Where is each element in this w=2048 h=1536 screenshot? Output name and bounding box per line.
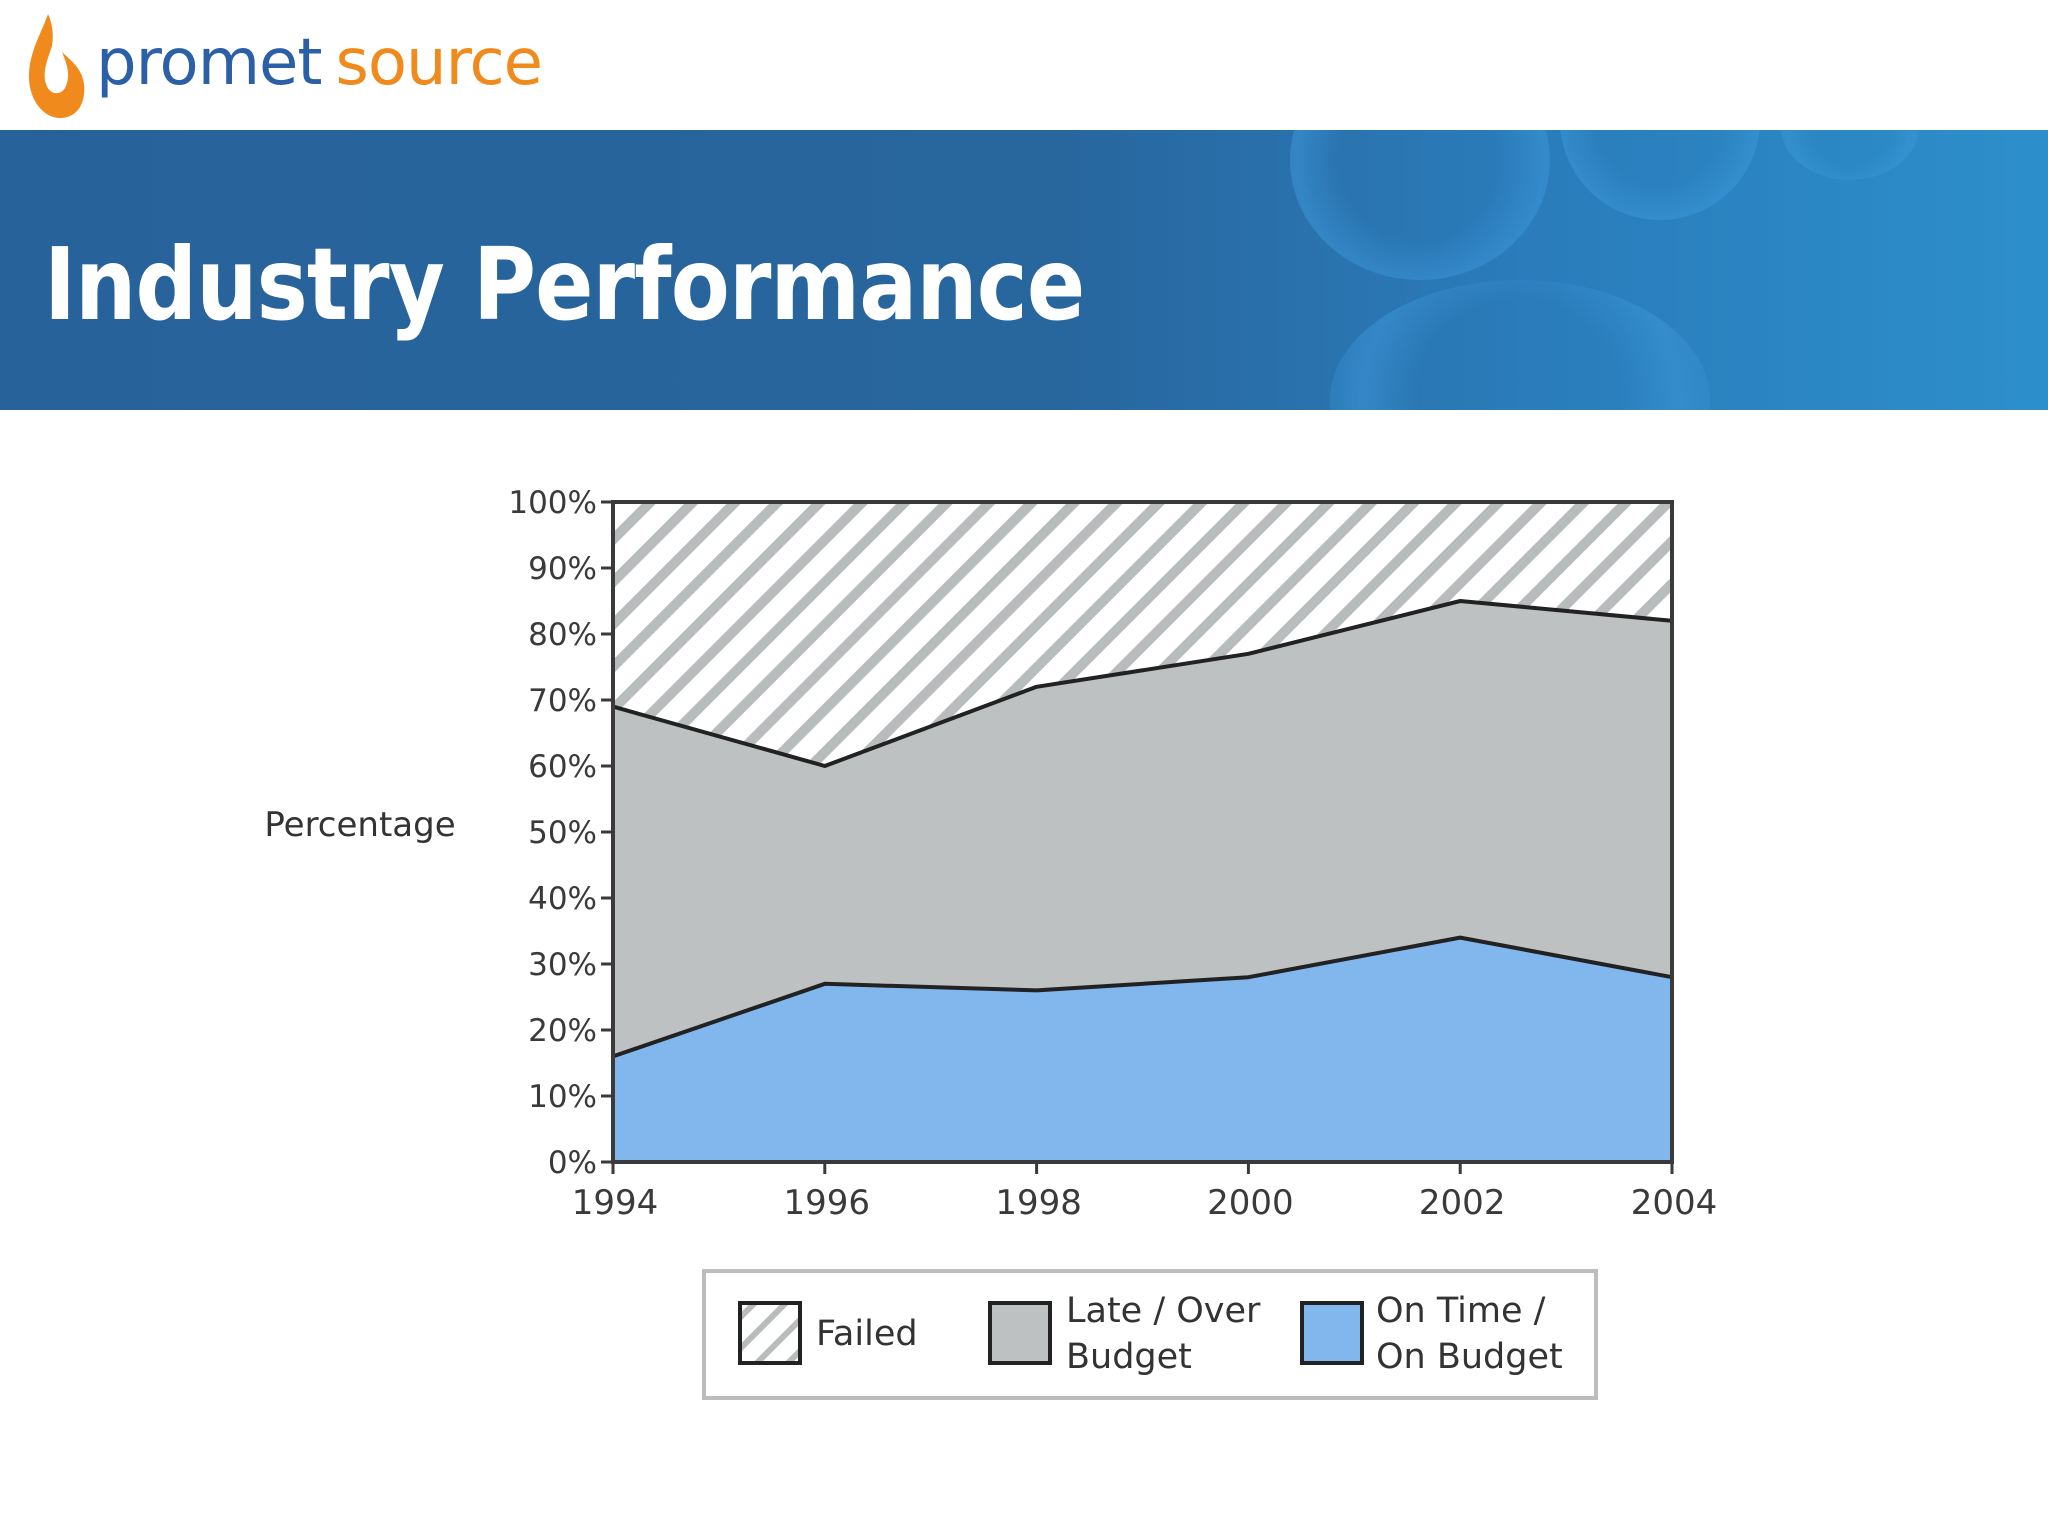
y-tick-label: 10% [528, 1079, 597, 1115]
x-tick-label: 1996 [784, 1183, 871, 1223]
legend-swatch [738, 1301, 802, 1365]
y-tick-label: 0% [548, 1145, 597, 1181]
title-banner: Industry Performance [0, 130, 2048, 410]
y-axis-label: Percentage [264, 805, 455, 845]
legend-label: Late / Over [1066, 1291, 1261, 1331]
legend-swatch [1300, 1301, 1364, 1365]
boundary-line-on-time-on-budget [612, 935, 1673, 1059]
y-tick-label: 100% [508, 485, 597, 521]
y-tick-label: 50% [528, 815, 597, 851]
y-tick-label: 20% [528, 1013, 597, 1049]
y-tick-label: 60% [528, 749, 597, 785]
logo-text: promet source [96, 26, 544, 100]
flame-drop-icon [28, 14, 85, 118]
logo: promet source [26, 10, 544, 122]
x-tick-label: 2004 [1631, 1183, 1718, 1223]
legend-label: On Time / [1376, 1291, 1546, 1331]
x-tick-label: 2002 [1419, 1183, 1506, 1223]
page-title: Industry Performance [44, 226, 1085, 343]
boundary-line-late-over-budget [612, 599, 1673, 768]
logo-word-source: source [335, 26, 544, 100]
legend-label: On Budget [1376, 1337, 1563, 1377]
legend-swatch [988, 1301, 1052, 1365]
logo-word-promet: promet [96, 26, 322, 100]
y-tick-label: 30% [528, 947, 597, 983]
x-tick-label: 1998 [995, 1183, 1082, 1223]
y-tick-label: 70% [528, 683, 597, 719]
area-late-over-budget [613, 601, 1672, 1057]
area-failed [613, 502, 1672, 766]
x-tick-label: 1994 [572, 1183, 659, 1223]
y-tick-label: 80% [528, 617, 597, 653]
x-tick-label: 2000 [1207, 1183, 1294, 1223]
legend-label: Budget [1066, 1337, 1192, 1377]
legend-box [702, 1269, 1598, 1400]
y-tick-label: 90% [528, 551, 597, 587]
legend: Failed Late / Over Budget On Time / On Budge… [702, 1269, 1598, 1400]
y-tick-label: 40% [528, 881, 597, 917]
legend-label: Failed [816, 1314, 918, 1354]
area-on-time-on-budget [613, 937, 1672, 1162]
